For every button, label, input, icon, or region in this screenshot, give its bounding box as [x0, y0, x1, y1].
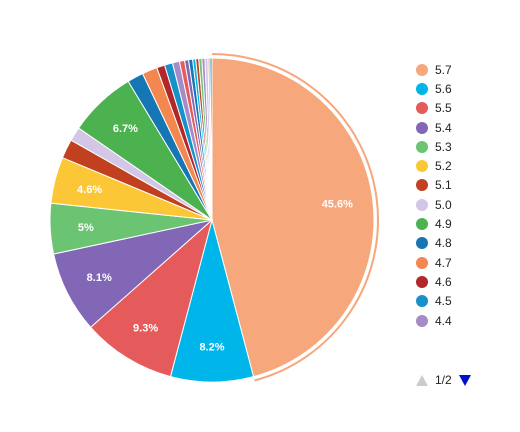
- legend-swatch-icon: [416, 314, 428, 327]
- legend-item-4-8[interactable]: 4.8: [416, 234, 516, 253]
- legend-label: 4.5: [435, 294, 452, 309]
- legend-item-4-4[interactable]: 4.4: [416, 311, 516, 330]
- legend-swatch-icon: [416, 121, 428, 134]
- legend-swatch-icon: [416, 179, 428, 192]
- legend-label: 5.0: [435, 197, 452, 212]
- legend-swatch-icon: [416, 198, 428, 211]
- legend-item-5-4[interactable]: 5.4: [416, 118, 516, 137]
- legend-item-5-3[interactable]: 5.3: [416, 137, 516, 156]
- pie-slice-5-7[interactable]: [211, 57, 375, 378]
- legend-pager: 1/2: [416, 373, 471, 387]
- legend-page-indicator: 1/2: [435, 373, 452, 387]
- slice-label-5-2: 4.6%: [77, 184, 102, 196]
- slice-label-5-5: 9.3%: [133, 323, 158, 335]
- legend-item-5-5[interactable]: 5.5: [416, 99, 516, 118]
- legend-swatch-icon: [416, 82, 428, 95]
- legend-item-5-0[interactable]: 5.0: [416, 195, 516, 214]
- legend-swatch-icon: [416, 63, 428, 76]
- slice-label-5-4: 8.1%: [87, 272, 112, 284]
- selected-slice-highlight: [211, 53, 379, 382]
- legend-item-4-6[interactable]: 4.6: [416, 272, 516, 291]
- slice-label-5-6: 8.2%: [199, 341, 224, 353]
- legend-item-4-9[interactable]: 4.9: [416, 214, 516, 233]
- legend-label: 5.7: [435, 62, 452, 77]
- legend-swatch-icon: [416, 295, 428, 308]
- slice-label-5-3: 5%: [78, 222, 94, 234]
- legend-prev-page-icon[interactable]: [416, 374, 428, 386]
- legend-swatch-icon: [416, 237, 428, 250]
- legend-label: 5.3: [435, 139, 452, 154]
- legend-swatch-icon: [416, 275, 428, 288]
- legend-swatch-icon: [416, 218, 428, 231]
- legend-item-5-7[interactable]: 5.7: [416, 60, 516, 79]
- legend-next-page-icon[interactable]: [458, 374, 471, 386]
- legend-label: 4.4: [435, 313, 452, 328]
- legend-swatch-icon: [416, 160, 428, 173]
- legend-swatch-icon: [416, 102, 428, 115]
- legend-label: 5.1: [435, 178, 452, 193]
- slice-label-4-9: 6.7%: [113, 123, 138, 135]
- chart-legend: 5.7 5.6 5.5 5.4 5.3 5.2 5.1 5.0 4.9 4.8 4.7 4.6 4.5 4…: [416, 60, 516, 330]
- legend-label: 4.6: [435, 274, 452, 289]
- legend-item-4-5[interactable]: 4.5: [416, 292, 516, 311]
- legend-label: 4.7: [435, 255, 452, 270]
- legend-label: 5.2: [435, 159, 452, 174]
- legend-label: 5.4: [435, 120, 452, 135]
- legend-label: 5.6: [435, 81, 452, 96]
- legend-item-5-6[interactable]: 5.6: [416, 79, 516, 98]
- legend-item-5-1[interactable]: 5.1: [416, 176, 516, 195]
- legend-label: 5.5: [435, 101, 452, 116]
- legend-swatch-icon: [416, 256, 428, 269]
- legend-label: 4.9: [435, 217, 452, 232]
- legend-swatch-icon: [416, 140, 428, 153]
- legend-label: 4.8: [435, 236, 452, 251]
- legend-item-5-2[interactable]: 5.2: [416, 156, 516, 175]
- slice-label-5-7: 45.6%: [322, 199, 353, 211]
- pie-slice-other-9[interactable]: [209, 57, 213, 221]
- pie-slice-5-5[interactable]: [89, 218, 213, 378]
- legend-item-4-7[interactable]: 4.7: [416, 253, 516, 272]
